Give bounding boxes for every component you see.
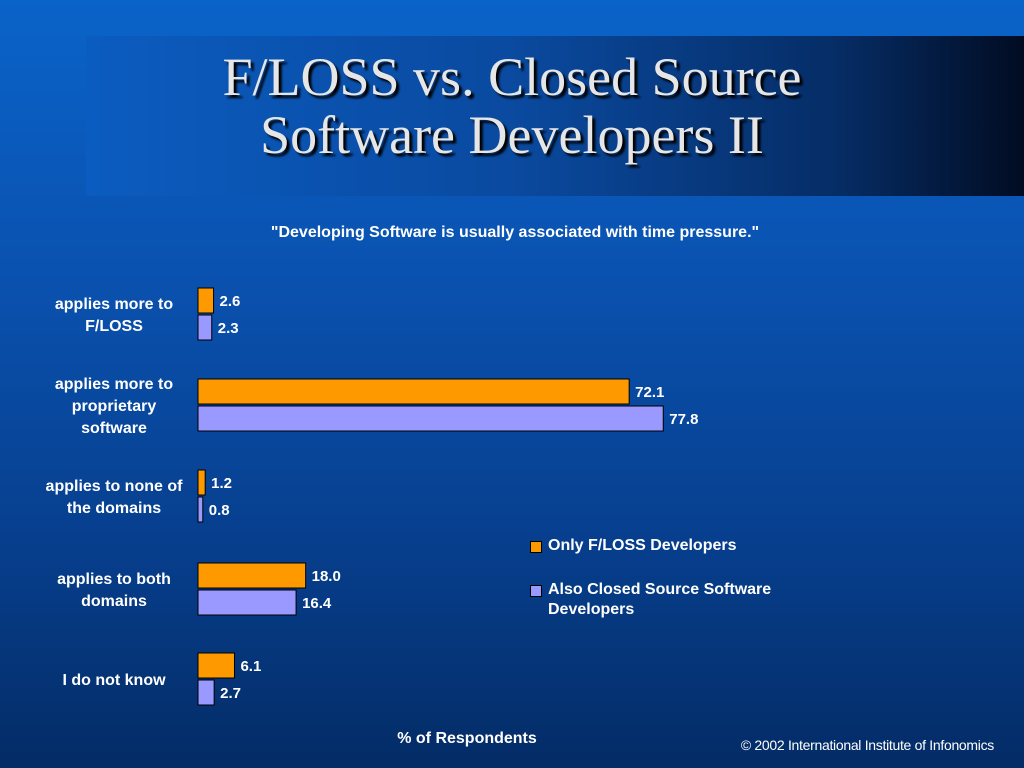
bar-floss-4 [197, 652, 235, 679]
data-label-floss-4: 6.1 [240, 658, 261, 675]
category-label-3-line-0: applies to both [57, 571, 171, 588]
bar-floss-1 [197, 378, 630, 405]
category-label-2-line-1: the domains [67, 500, 161, 517]
category-label-1-line-2: software [81, 420, 147, 437]
legend-item-closed-source: Also Closed Source Software Developers [530, 580, 830, 620]
legend-label-closed-source: Also Closed Source Software Developers [548, 580, 771, 620]
data-label-closed-source-3: 16.4 [302, 595, 332, 612]
title-band [86, 36, 1024, 196]
legend-label-closed-source-line-1: Also Closed Source Software [548, 581, 772, 598]
category-label-0-line-0: applies more to [55, 296, 173, 313]
bar-closed-source-2 [197, 496, 204, 523]
category-label-2-line-0: applies to none of [46, 478, 184, 495]
legend-label-closed-source-line-2: Developers [548, 601, 635, 618]
bar-closed-source-4 [197, 679, 215, 706]
legend-item-floss: Only F/LOSS Developers [530, 536, 830, 556]
bar-floss-2 [197, 469, 206, 496]
title-line-1: F/LOSS vs. Closed Source [222, 47, 802, 107]
legend: Only F/LOSS Developers Also Closed Sourc… [530, 536, 830, 644]
category-label-1-line-0: applies more to [55, 376, 173, 393]
legend-swatch-floss [530, 541, 542, 553]
x-axis-label: % of Respondents [397, 730, 537, 747]
legend-swatch-closed-source [530, 585, 542, 597]
category-label-0-line-1: F/LOSS [85, 318, 143, 335]
copyright-notice: © 2002 International Institute of Infono… [740, 737, 994, 753]
chart-title: "Developing Software is usually associat… [270, 224, 760, 241]
data-label-floss-3: 18.0 [312, 568, 341, 585]
category-label-1-line-1: proprietary [72, 398, 157, 415]
data-label-floss-0: 2.6 [220, 293, 241, 310]
data-label-floss-2: 1.2 [211, 475, 232, 492]
bar-closed-source-3 [197, 589, 297, 616]
data-label-floss-1: 72.1 [635, 384, 664, 401]
data-label-closed-source-0: 2.3 [218, 320, 239, 337]
bar-closed-source-0 [197, 314, 213, 341]
bar-floss-3 [197, 562, 307, 589]
data-label-closed-source-2: 0.8 [209, 502, 230, 519]
data-label-closed-source-1: 77.8 [669, 411, 698, 428]
bar-closed-source-1 [197, 405, 664, 432]
title-line-2: Software Developers II [260, 105, 764, 165]
legend-label-floss: Only F/LOSS Developers [548, 537, 737, 554]
bar-floss-0 [197, 287, 215, 314]
category-label-3-line-1: domains [81, 593, 147, 610]
data-label-closed-source-4: 2.7 [220, 685, 241, 702]
category-label-4-line-0: I do not know [62, 672, 166, 689]
slide-title: F/LOSS vs. Closed Source Software Develo… [0, 48, 1024, 164]
